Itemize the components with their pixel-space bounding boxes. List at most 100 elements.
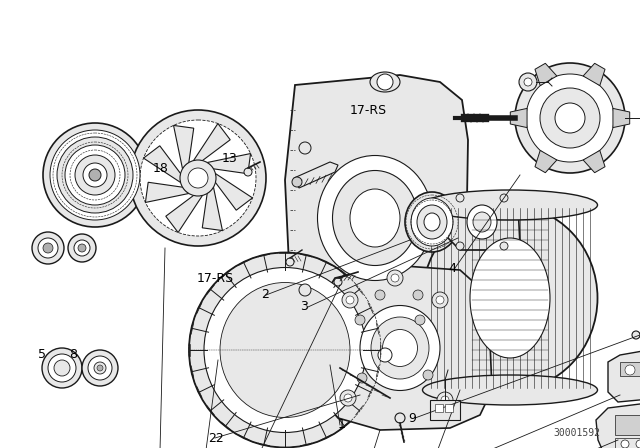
Text: 9: 9 xyxy=(408,412,416,425)
Polygon shape xyxy=(613,108,630,128)
Circle shape xyxy=(344,394,352,402)
Circle shape xyxy=(65,145,125,205)
Circle shape xyxy=(357,373,367,383)
Circle shape xyxy=(50,130,140,220)
Circle shape xyxy=(83,163,107,187)
Text: 5: 5 xyxy=(38,349,46,362)
Circle shape xyxy=(526,74,614,162)
Polygon shape xyxy=(583,63,605,86)
Text: 18: 18 xyxy=(153,161,169,175)
Circle shape xyxy=(555,103,585,133)
Bar xyxy=(615,438,640,448)
Circle shape xyxy=(89,169,101,181)
Circle shape xyxy=(82,350,118,386)
Circle shape xyxy=(378,348,392,362)
Polygon shape xyxy=(143,146,180,182)
Ellipse shape xyxy=(371,317,429,379)
Circle shape xyxy=(299,284,311,296)
Polygon shape xyxy=(173,125,194,169)
Circle shape xyxy=(395,413,405,423)
Circle shape xyxy=(94,362,106,374)
Ellipse shape xyxy=(189,253,381,448)
Ellipse shape xyxy=(422,206,598,391)
Circle shape xyxy=(188,168,208,188)
Polygon shape xyxy=(535,63,557,86)
Circle shape xyxy=(500,242,508,250)
Circle shape xyxy=(75,155,115,195)
Ellipse shape xyxy=(422,375,598,405)
Circle shape xyxy=(54,360,70,376)
Polygon shape xyxy=(535,151,557,172)
Circle shape xyxy=(456,242,464,250)
Text: 1: 1 xyxy=(338,418,346,431)
Ellipse shape xyxy=(350,189,400,247)
Circle shape xyxy=(375,290,385,300)
Text: 8: 8 xyxy=(69,349,77,362)
Circle shape xyxy=(423,370,433,380)
Circle shape xyxy=(340,390,356,406)
Circle shape xyxy=(346,296,354,304)
Ellipse shape xyxy=(333,171,417,266)
Ellipse shape xyxy=(317,155,433,280)
Bar xyxy=(620,362,640,376)
Circle shape xyxy=(43,123,147,227)
Circle shape xyxy=(391,274,399,282)
Circle shape xyxy=(456,194,464,202)
Polygon shape xyxy=(312,265,492,430)
Circle shape xyxy=(540,88,600,148)
Circle shape xyxy=(387,270,403,286)
Bar xyxy=(445,404,453,412)
Circle shape xyxy=(436,296,444,304)
Ellipse shape xyxy=(470,238,550,358)
Ellipse shape xyxy=(417,205,447,239)
Polygon shape xyxy=(596,400,640,448)
Polygon shape xyxy=(216,173,253,210)
Circle shape xyxy=(636,440,640,448)
Text: 13: 13 xyxy=(222,151,237,164)
Ellipse shape xyxy=(405,192,459,252)
Circle shape xyxy=(519,73,537,91)
Circle shape xyxy=(292,177,302,187)
Text: 17-RS: 17-RS xyxy=(350,103,387,116)
Circle shape xyxy=(38,238,58,258)
Ellipse shape xyxy=(411,198,453,246)
Polygon shape xyxy=(193,124,230,160)
Ellipse shape xyxy=(204,267,366,432)
Circle shape xyxy=(32,232,64,264)
Ellipse shape xyxy=(220,283,350,418)
Circle shape xyxy=(342,292,358,308)
Polygon shape xyxy=(583,151,605,172)
Circle shape xyxy=(500,194,508,202)
Circle shape xyxy=(88,356,112,380)
Circle shape xyxy=(57,137,133,213)
Text: 17-RS: 17-RS xyxy=(197,271,234,284)
Circle shape xyxy=(413,290,423,300)
Circle shape xyxy=(130,110,266,246)
Circle shape xyxy=(621,440,629,448)
Text: 3: 3 xyxy=(300,301,308,314)
Polygon shape xyxy=(285,75,468,365)
Bar xyxy=(435,404,443,412)
Ellipse shape xyxy=(370,72,400,92)
Circle shape xyxy=(524,78,532,86)
Text: 4: 4 xyxy=(448,262,456,275)
Bar xyxy=(430,400,460,420)
Circle shape xyxy=(48,354,76,382)
Circle shape xyxy=(244,168,252,176)
Circle shape xyxy=(42,348,82,388)
Polygon shape xyxy=(166,195,202,233)
Bar xyxy=(615,415,640,435)
Circle shape xyxy=(97,365,103,371)
Text: 30001592: 30001592 xyxy=(553,428,600,438)
Polygon shape xyxy=(207,154,251,174)
Circle shape xyxy=(334,278,342,286)
Circle shape xyxy=(415,315,425,325)
Ellipse shape xyxy=(424,213,440,231)
Ellipse shape xyxy=(473,212,491,232)
Circle shape xyxy=(180,160,216,196)
Ellipse shape xyxy=(360,306,440,391)
Text: 22: 22 xyxy=(208,431,224,444)
Circle shape xyxy=(625,365,635,375)
Circle shape xyxy=(432,292,448,308)
Polygon shape xyxy=(446,193,520,250)
